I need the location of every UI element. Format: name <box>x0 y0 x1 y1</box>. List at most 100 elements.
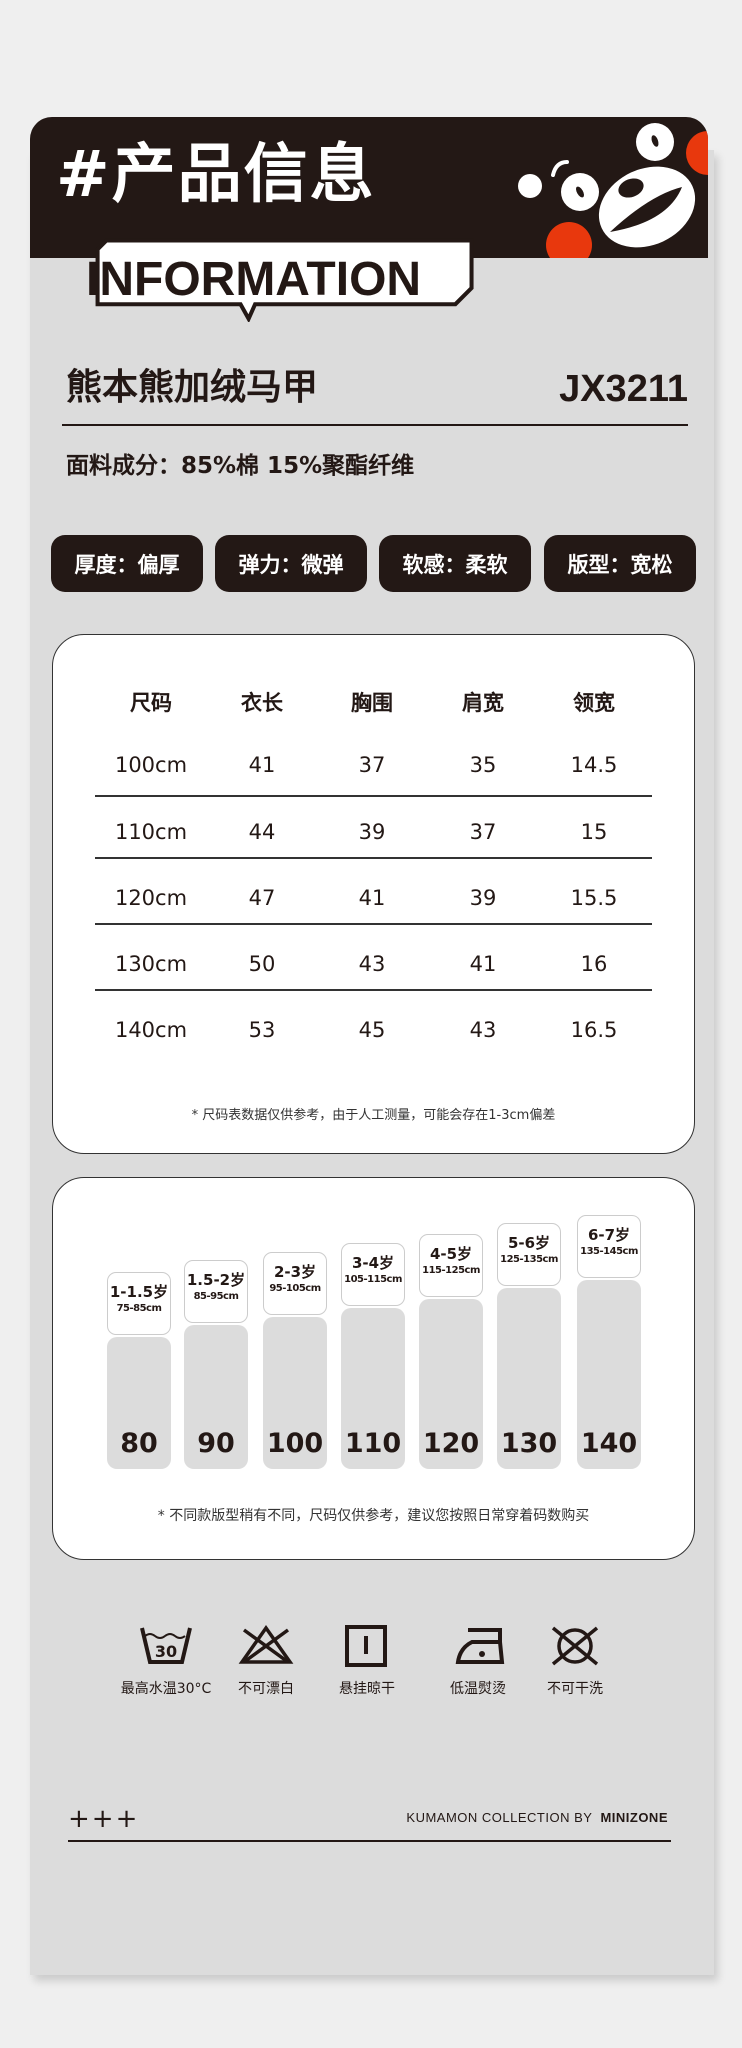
age-label: 6-7岁 135-145cm <box>577 1215 641 1278</box>
age-range: 1-1.5岁 <box>109 1283 169 1301</box>
size-bar <box>419 1299 483 1469</box>
brand-name: MINIZONE <box>600 1810 668 1825</box>
size-bar <box>577 1280 641 1469</box>
table-cell: 41 <box>358 886 386 910</box>
table-cell: 100cm <box>114 753 188 777</box>
care-label: 最高水温30°C <box>120 1681 212 1697</box>
brand-prefix: KUMAMON COLLECTION BY <box>406 1810 593 1825</box>
table-cell: 47 <box>248 886 276 910</box>
age-range: 2-3岁 <box>273 1263 317 1281</box>
size-bar <box>341 1308 405 1469</box>
size-number: 100 <box>266 1428 324 1459</box>
wash-30-icon: 30 <box>140 1627 192 1664</box>
size-bar <box>184 1325 248 1469</box>
table-cell: 43 <box>358 952 386 976</box>
age-label: 2-3岁 95-105cm <box>263 1252 327 1315</box>
care-label: 不可漂白 <box>238 1681 294 1697</box>
header-banner: #产品信息 <box>30 117 708 258</box>
table-cell: 41 <box>469 952 497 976</box>
size-number: 90 <box>197 1428 235 1459</box>
table-cell: 50 <box>248 952 276 976</box>
table-cell: 45 <box>358 1018 386 1042</box>
table-cell: 39 <box>358 820 386 844</box>
table-cell: 120cm <box>114 886 188 910</box>
size-table-note: * 尺码表数据仅供参考，由于人工测量，可能会存在1-3cm偏差 <box>191 1108 556 1123</box>
svg-text:30: 30 <box>155 1642 177 1661</box>
height-range: 105-115cm <box>344 1274 402 1285</box>
table-cell: 15.5 <box>570 886 618 910</box>
table-header-cell: 领宽 <box>573 691 615 715</box>
size-number: 110 <box>344 1428 402 1459</box>
tag-elasticity: 弹力：微弹 <box>215 535 367 592</box>
plus-mark: +++ <box>68 1804 140 1834</box>
tag-thickness: 厚度：偏厚 <box>51 535 203 592</box>
care-label: 低温熨烫 <box>450 1681 506 1697</box>
height-range: 85-95cm <box>193 1291 239 1302</box>
age-range: 3-4岁 <box>351 1254 395 1272</box>
kumamon-face-icon <box>518 123 708 258</box>
size-bar <box>263 1317 327 1469</box>
age-label: 4-5岁 115-125cm <box>419 1234 483 1297</box>
table-cell: 39 <box>469 886 497 910</box>
size-number: 120 <box>422 1428 480 1459</box>
size-number: 140 <box>580 1428 638 1459</box>
table-cell: 15 <box>580 820 608 844</box>
age-label: 5-6岁 125-135cm <box>497 1223 561 1286</box>
age-range: 4-5岁 <box>429 1245 473 1263</box>
table-header-cell: 胸围 <box>351 691 393 715</box>
table-cell: 16 <box>580 952 608 976</box>
table-cell: 41 <box>248 753 276 777</box>
header-title: #产品信息 <box>56 138 376 212</box>
size-bar <box>497 1288 561 1469</box>
age-range: 1.5-2岁 <box>186 1271 246 1289</box>
table-header-cell: 尺码 <box>130 691 172 715</box>
divider <box>62 424 688 426</box>
care-item: 不可干洗 <box>520 1624 630 1698</box>
row-divider <box>95 923 652 925</box>
height-range: 135-145cm <box>580 1246 638 1257</box>
information-speech-bubble <box>95 238 474 322</box>
table-cell: 140cm <box>114 1018 188 1042</box>
no-bleach-icon <box>238 1624 294 1664</box>
age-label: 3-4岁 105-115cm <box>341 1243 405 1306</box>
table-cell: 14.5 <box>570 753 618 777</box>
tag-fit: 版型：宽松 <box>544 535 696 592</box>
table-cell: 37 <box>358 753 386 777</box>
age-range: 5-6岁 <box>507 1234 551 1252</box>
height-range: 115-125cm <box>422 1265 480 1276</box>
height-range: 95-105cm <box>269 1283 321 1294</box>
table-header-cell: 肩宽 <box>462 691 504 715</box>
table-cell: 130cm <box>114 952 188 976</box>
table-header-cell: 衣长 <box>241 691 283 715</box>
table-cell: 43 <box>469 1018 497 1042</box>
age-label: 1-1.5岁 75-85cm <box>107 1272 171 1335</box>
height-range: 75-85cm <box>116 1303 162 1314</box>
product-name: 熊本熊加绒马甲 <box>66 367 319 408</box>
table-cell: 35 <box>469 753 497 777</box>
low-iron-icon <box>455 1628 505 1664</box>
care-item: 不可漂白 <box>211 1624 321 1698</box>
information-label: INFORMATION <box>86 253 422 306</box>
row-divider <box>95 989 652 991</box>
age-range: 6-7岁 <box>587 1226 631 1244</box>
size-bar <box>107 1337 171 1469</box>
table-cell: 16.5 <box>570 1018 618 1042</box>
brand-line: KUMAMON COLLECTION BY MINIZONE <box>406 1810 668 1825</box>
row-divider <box>95 857 652 859</box>
footer-divider <box>68 1840 671 1842</box>
table-cell: 44 <box>248 820 276 844</box>
care-label: 不可干洗 <box>547 1681 603 1697</box>
table-cell: 110cm <box>114 820 188 844</box>
tag-softness: 软感：柔软 <box>379 535 531 592</box>
table-cell: 53 <box>248 1018 276 1042</box>
age-label: 1.5-2岁 85-95cm <box>184 1260 248 1323</box>
size-number: 80 <box>120 1428 158 1459</box>
hang-dry-icon <box>345 1625 387 1667</box>
no-dry-clean-icon <box>551 1626 599 1666</box>
height-range: 125-135cm <box>500 1254 558 1265</box>
care-item: 低温熨烫 <box>423 1624 533 1698</box>
size-table-card: 尺码 衣长 胸围 肩宽 领宽 100cm 41 37 35 14.5 110cm 44 39 37 15 12… <box>52 634 695 1154</box>
table-cell: 37 <box>469 820 497 844</box>
age-chart-note: * 不同款版型稍有不同，尺码仅供参考，建议您按照日常穿着码数购买 <box>157 1508 590 1524</box>
care-label: 悬挂晾干 <box>339 1681 395 1697</box>
